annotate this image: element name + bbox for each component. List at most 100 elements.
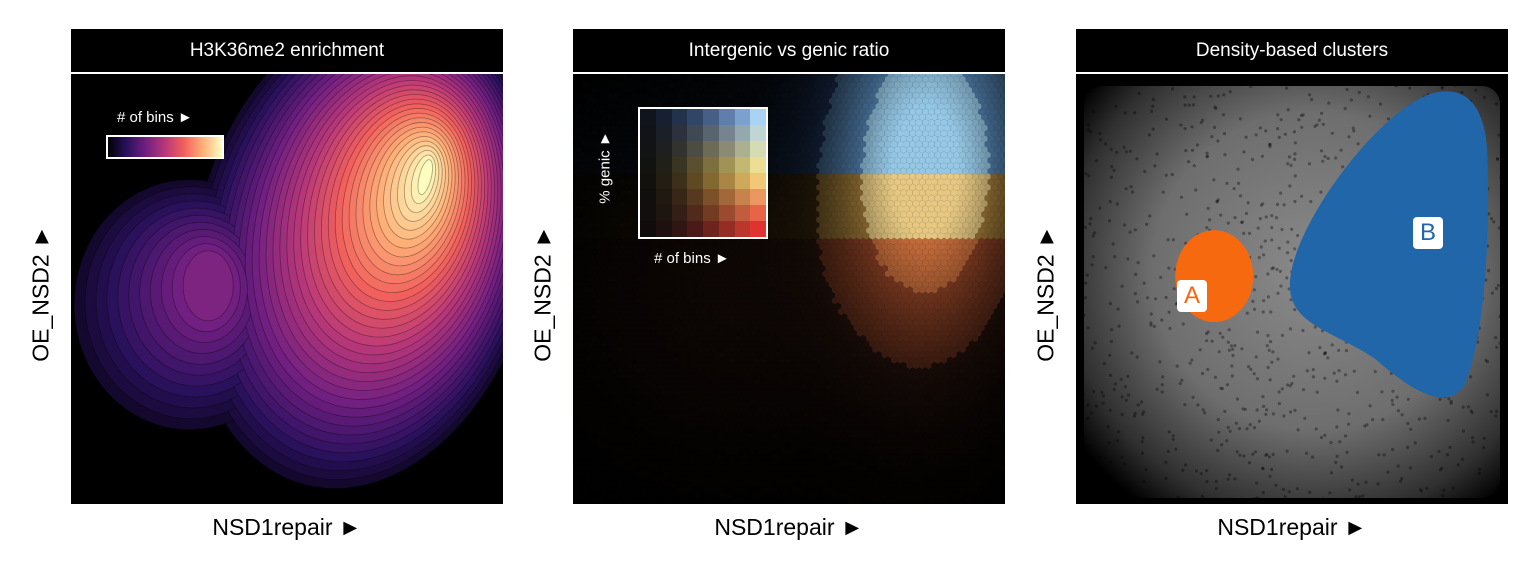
hex-cell bbox=[906, 74, 913, 78]
hex-cell bbox=[791, 227, 798, 235]
hex-cell bbox=[775, 156, 782, 164]
hex-cell bbox=[919, 232, 926, 240]
hex-cell bbox=[894, 146, 901, 154]
hex-cell bbox=[797, 302, 804, 310]
hex-cell bbox=[869, 124, 876, 132]
hex-cell bbox=[856, 167, 863, 175]
hex-cell bbox=[903, 97, 910, 105]
hex-cell bbox=[716, 237, 723, 245]
hex-cell bbox=[825, 81, 832, 89]
hex-cell bbox=[844, 200, 851, 208]
hex-cell bbox=[937, 92, 944, 100]
hex-cell bbox=[756, 286, 764, 294]
hex-cell bbox=[641, 281, 648, 289]
hex-cell bbox=[968, 254, 976, 262]
hex-cell bbox=[635, 302, 642, 310]
hex-cell bbox=[750, 264, 757, 272]
hex-cell bbox=[881, 200, 888, 208]
hex-cell bbox=[841, 183, 848, 191]
hex-cell bbox=[700, 74, 708, 78]
hex-cell bbox=[947, 173, 954, 181]
hex-cell bbox=[710, 248, 717, 256]
hex-cell bbox=[872, 205, 879, 213]
hex-cell bbox=[601, 200, 608, 208]
hex-cell bbox=[841, 97, 848, 105]
hex-cell bbox=[813, 232, 820, 240]
hex-cell bbox=[987, 167, 994, 175]
hex-cell bbox=[769, 92, 776, 100]
hex-cell bbox=[944, 189, 951, 197]
hex-cell bbox=[809, 281, 817, 289]
hex-cell bbox=[725, 297, 732, 305]
hex-cell bbox=[862, 221, 870, 229]
hex-cell bbox=[579, 227, 586, 235]
hex-cell bbox=[788, 178, 795, 186]
hex-cell bbox=[965, 97, 973, 105]
hex-cell bbox=[772, 119, 779, 127]
hex-cell bbox=[788, 200, 795, 208]
hex-cell bbox=[906, 135, 913, 143]
hex-cell bbox=[881, 124, 888, 132]
hex-cell bbox=[647, 97, 655, 105]
hex-cell bbox=[738, 92, 745, 100]
hex-cell bbox=[900, 135, 907, 143]
hex-cell bbox=[925, 254, 932, 262]
hex-cell bbox=[778, 281, 785, 289]
hex-cell bbox=[629, 281, 636, 289]
hex-cell bbox=[891, 173, 898, 181]
hex-cell bbox=[576, 200, 583, 208]
hex-cell bbox=[601, 286, 608, 294]
hex-cell bbox=[944, 210, 951, 218]
hex-cell bbox=[866, 259, 873, 267]
hex-cell bbox=[834, 97, 842, 105]
hex-cell bbox=[838, 210, 845, 218]
hex-cell bbox=[866, 183, 873, 191]
hex-cell bbox=[604, 140, 611, 148]
hex-cell bbox=[897, 216, 904, 224]
hex-cell bbox=[800, 243, 807, 251]
hex-cell bbox=[732, 297, 739, 305]
hex-cell bbox=[622, 216, 630, 224]
hex-cell bbox=[819, 81, 826, 89]
hex-cell bbox=[962, 275, 969, 283]
hex-cell bbox=[694, 297, 701, 305]
hex-cell bbox=[585, 183, 592, 191]
hex-cell bbox=[975, 92, 982, 100]
hex-cell bbox=[928, 291, 935, 299]
hex-cell bbox=[891, 151, 898, 159]
hex-cell bbox=[576, 232, 583, 240]
hex-cell bbox=[844, 74, 851, 78]
hex-cell bbox=[660, 248, 667, 256]
hex-cell bbox=[950, 286, 957, 294]
hex-cell bbox=[887, 200, 895, 208]
hex-cell bbox=[887, 146, 895, 154]
hex-cell bbox=[594, 178, 602, 186]
hex-cell bbox=[834, 216, 842, 224]
hex-cell bbox=[900, 92, 907, 100]
hex-cell bbox=[806, 264, 814, 272]
hex-cell bbox=[915, 216, 923, 224]
hex-cell bbox=[591, 216, 598, 224]
hex-cell bbox=[788, 102, 795, 110]
hex-cell bbox=[1000, 286, 1005, 294]
hex-cell bbox=[972, 108, 979, 116]
hex-cell bbox=[604, 216, 611, 224]
hex-cell bbox=[1000, 74, 1005, 78]
hex-cell bbox=[928, 270, 935, 278]
hex-cell bbox=[629, 194, 636, 202]
hex-cell bbox=[622, 291, 630, 299]
hex-cell bbox=[881, 232, 888, 240]
hex-cell bbox=[610, 183, 617, 191]
hex-cell bbox=[887, 189, 895, 197]
hex-cell bbox=[806, 275, 814, 283]
hex-cell bbox=[834, 259, 842, 267]
hex-cell bbox=[856, 264, 863, 272]
hex-cell bbox=[884, 129, 891, 137]
hex-cell bbox=[710, 75, 717, 83]
hex-cell bbox=[785, 194, 792, 202]
hex-cell bbox=[735, 302, 742, 310]
hex-cell bbox=[825, 264, 832, 272]
hex-cell bbox=[800, 178, 807, 186]
hex-cell bbox=[607, 200, 614, 208]
hex-cell bbox=[788, 113, 795, 121]
